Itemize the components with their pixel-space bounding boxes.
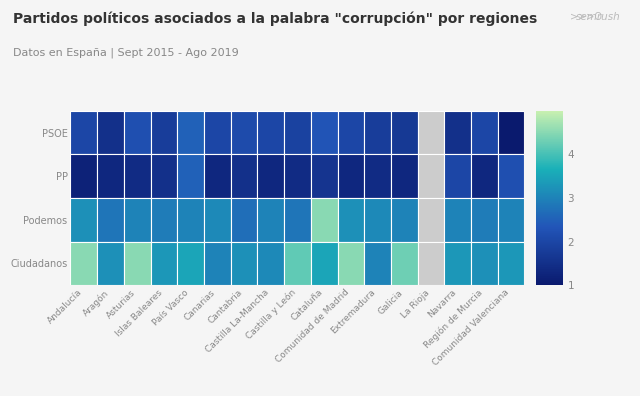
Bar (284, 154, 311, 198)
Bar (471, 111, 498, 154)
Bar (204, 154, 230, 198)
Bar (498, 154, 524, 198)
Bar (444, 154, 471, 198)
Bar (337, 111, 364, 154)
Bar (284, 111, 311, 154)
Bar (150, 111, 177, 154)
Bar (124, 111, 150, 154)
Bar (230, 111, 257, 154)
Bar (471, 242, 498, 285)
Text: Partidos políticos asociados a la palabra "corrupción" por regiones: Partidos políticos asociados a la palabr… (13, 12, 537, 27)
Bar (498, 198, 524, 242)
Bar (471, 198, 498, 242)
Bar (364, 242, 391, 285)
Bar (311, 154, 337, 198)
Bar (204, 111, 230, 154)
Bar (177, 242, 204, 285)
Bar (230, 154, 257, 198)
Bar (124, 242, 150, 285)
Bar (257, 111, 284, 154)
Bar (230, 242, 257, 285)
Bar (391, 242, 418, 285)
Bar (257, 198, 284, 242)
Bar (177, 111, 204, 154)
Bar (391, 198, 418, 242)
Bar (177, 154, 204, 198)
Bar (284, 242, 311, 285)
Text: semrush: semrush (576, 12, 621, 22)
Bar (311, 242, 337, 285)
Bar (150, 154, 177, 198)
Bar (337, 242, 364, 285)
Bar (418, 154, 444, 198)
Bar (498, 242, 524, 285)
Bar (124, 198, 150, 242)
Bar (337, 198, 364, 242)
Bar (70, 111, 97, 154)
Bar (70, 154, 97, 198)
Bar (150, 242, 177, 285)
Bar (311, 198, 337, 242)
Bar (70, 198, 97, 242)
Bar (257, 154, 284, 198)
Bar (498, 111, 524, 154)
Bar (97, 198, 124, 242)
Bar (364, 198, 391, 242)
Bar (177, 198, 204, 242)
Bar (418, 111, 444, 154)
Bar (257, 242, 284, 285)
Bar (311, 111, 337, 154)
Bar (364, 111, 391, 154)
Bar (97, 154, 124, 198)
Bar (337, 154, 364, 198)
Bar (284, 198, 311, 242)
Bar (97, 111, 124, 154)
Bar (391, 154, 418, 198)
Text: >>>O: >>>O (570, 12, 602, 22)
Bar (391, 111, 418, 154)
Bar (70, 242, 97, 285)
Bar (204, 198, 230, 242)
Bar (124, 154, 150, 198)
Bar (150, 198, 177, 242)
Bar (418, 242, 444, 285)
Bar (364, 154, 391, 198)
Bar (444, 242, 471, 285)
Bar (97, 242, 124, 285)
Bar (471, 154, 498, 198)
Bar (444, 111, 471, 154)
Bar (418, 198, 444, 242)
Bar (444, 198, 471, 242)
Bar (230, 198, 257, 242)
Bar (204, 242, 230, 285)
Text: Datos en España | Sept 2015 - Ago 2019: Datos en España | Sept 2015 - Ago 2019 (13, 48, 239, 58)
